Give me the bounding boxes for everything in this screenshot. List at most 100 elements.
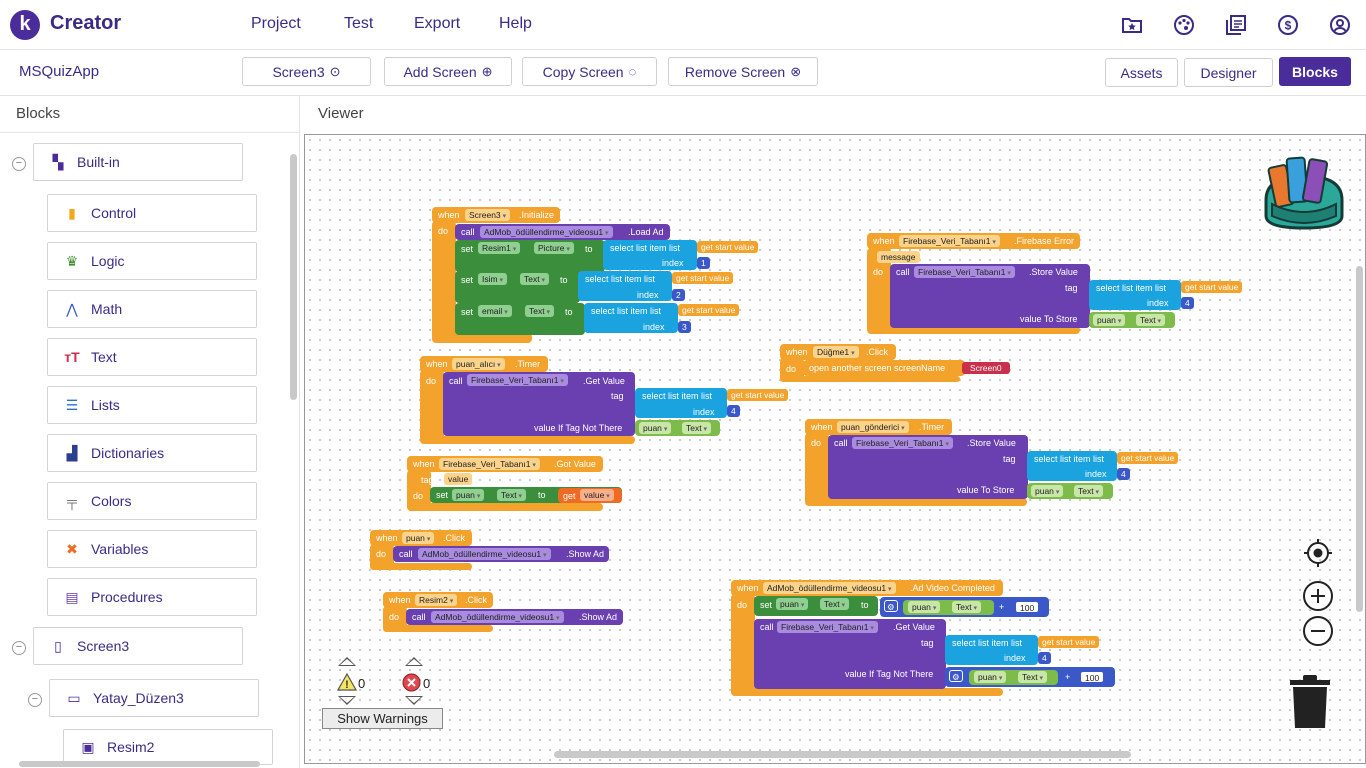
timer-component-dropdown[interactable]: puan_gönderici [837,421,909,433]
puan-component-dropdown[interactable]: puan [402,532,435,544]
text-dropdown[interactable]: Text [682,422,712,434]
trash-icon[interactable] [1288,674,1332,730]
value-variable-dropdown[interactable]: value [580,489,614,501]
workspace-horizontal-scrollbar[interactable] [554,751,1131,758]
get-start-value-block[interactable]: get start value [697,241,759,253]
puan-dropdown[interactable]: puan [1031,485,1064,497]
message-param[interactable]: message [877,251,920,263]
remove-screen-button[interactable]: Remove Screen ⊗ [668,57,818,86]
firebase-component-dropdown[interactable]: Firebase_Veri_Tabanı1 [777,621,878,633]
button-component-dropdown[interactable]: Düğme1 [813,346,859,358]
email-dropdown[interactable]: email [478,305,512,317]
text-dropdown[interactable]: Text [525,305,555,317]
picture-dropdown[interactable]: Picture [534,242,574,254]
tree-math[interactable]: ⋀ Math [47,290,257,328]
select-list-item-block[interactable] [635,388,727,418]
menu-export[interactable]: Export [414,15,461,32]
collapse-builtin-icon[interactable]: − [12,157,26,171]
select-list-item-block[interactable] [1089,280,1181,310]
select-list-item-block[interactable] [603,240,697,270]
recenter-icon[interactable] [1303,538,1333,568]
show-warnings-button[interactable]: Show Warnings [322,708,443,729]
firebase-component-dropdown[interactable]: Firebase_Veri_Tabanı1 [439,458,540,470]
tree-lists[interactable]: ☰ Lists [47,386,257,424]
admob-component-dropdown[interactable]: AdMob_ödüllendirme_videosu1 [431,611,564,623]
text-dropdown[interactable]: Text [1136,314,1166,326]
menu-test[interactable]: Test [344,15,374,32]
tree-variables[interactable]: ✖ Variables [47,530,257,568]
set-text-block[interactable] [754,596,878,616]
tree-screen3[interactable]: ▯ Screen3 [33,627,243,665]
account-icon[interactable] [1328,13,1352,37]
workspace-vertical-scrollbar[interactable] [1356,266,1363,612]
puan-dropdown[interactable]: puan [908,601,941,613]
text-dropdown[interactable]: Text [497,489,527,501]
screen-component-dropdown[interactable]: Screen3 [465,209,511,221]
firebase-component-dropdown[interactable]: Firebase_Veri_Tabanı1 [467,374,568,386]
text-dropdown[interactable]: Text [820,598,850,610]
menu-help[interactable]: Help [499,15,532,32]
error-next-arrow[interactable] [405,696,423,705]
warning-next-arrow[interactable] [338,696,356,705]
admob-component-dropdown[interactable]: AdMob_ödüllendirme_videosu1 [480,226,613,238]
gallery-icon[interactable] [1224,13,1248,37]
admob-component-dropdown[interactable]: AdMob_ödüllendirme_videosu1 [763,582,896,594]
firebase-component-dropdown[interactable]: Firebase_Veri_Tabanı1 [852,437,953,449]
resim1-dropdown[interactable]: Resim1 [478,242,521,254]
firebase-component-dropdown[interactable]: Firebase_Veri_Tabanı1 [914,266,1015,278]
text-dropdown[interactable]: Text [952,601,982,613]
text-dropdown[interactable]: Text [520,273,550,285]
panel-vertical-scrollbar[interactable] [290,154,297,400]
value-param[interactable]: value [444,473,473,485]
tree-resim2[interactable]: ▣ Resim2 [63,729,273,765]
puan-dropdown[interactable]: puan [776,598,809,610]
backpack-icon[interactable] [1258,150,1350,232]
select-list-item-block[interactable] [584,303,678,333]
puan-dropdown[interactable]: puan [452,489,485,501]
timer-component-dropdown[interactable]: puan_alıcı [452,358,505,370]
tree-colors[interactable]: ╤ Colors [47,482,257,520]
assets-button[interactable]: Assets [1105,58,1178,87]
isim-dropdown[interactable]: Isim [478,273,508,285]
error-prev-arrow[interactable] [405,657,423,666]
number-block[interactable]: 4 [727,405,740,417]
get-start-value-block[interactable]: get start value [672,272,734,284]
designer-button[interactable]: Designer [1184,58,1273,87]
get-start-value-block[interactable]: get start value [1181,281,1243,293]
text-dropdown[interactable]: Text [1018,671,1048,683]
folder-star-icon[interactable] [1120,13,1144,37]
gear-icon[interactable]: ⚙ [949,670,963,682]
tree-arrangement[interactable]: ▭ Yatay_Düzen3 [49,679,259,717]
admob-component-dropdown[interactable]: AdMob_ödüllendirme_videosu1 [418,548,551,560]
zoom-in-icon[interactable] [1302,580,1334,612]
get-start-value-block[interactable]: get start value [1117,452,1179,464]
tree-logic[interactable]: ♛ Logic [47,242,257,280]
puan-dropdown[interactable]: puan [639,422,672,434]
tree-builtin[interactable]: ▚ Built-in [33,143,243,181]
dollar-icon[interactable]: $ [1276,13,1300,37]
tree-dictionaries[interactable]: ▟ Dictionaries [47,434,257,472]
number-block[interactable]: 4 [1117,468,1130,480]
panel-horizontal-scrollbar[interactable] [19,761,260,767]
tree-control[interactable]: ▮ Control [47,194,257,232]
number-block[interactable]: 2 [672,289,685,301]
tree-procedures[interactable]: ▤ Procedures [47,578,257,616]
firebase-component-dropdown[interactable]: Firebase_Veri_Tabanı1 [899,235,1000,247]
select-list-item-block[interactable] [1027,451,1117,481]
number-100-block[interactable]: 100 [1015,601,1040,613]
collapse-arrangement-icon[interactable]: − [28,693,42,707]
number-block[interactable]: 1 [697,257,710,269]
open-another-screen-block[interactable] [803,360,965,376]
logo-icon[interactable]: k [10,10,40,40]
number-block[interactable]: 3 [678,321,691,333]
set-text-block-isim[interactable] [455,271,580,303]
select-list-item-block[interactable] [945,635,1038,665]
blocks-button[interactable]: Blocks [1279,57,1351,86]
resim2-component-dropdown[interactable]: Resim2 [415,594,458,606]
copy-screen-button[interactable]: Copy Screen ◌ [522,57,657,86]
palette-icon[interactable] [1172,13,1196,37]
tree-text[interactable]: тT Text [47,338,257,376]
number-block[interactable]: 4 [1038,652,1051,664]
get-start-value-block[interactable]: get start value [1038,636,1100,648]
set-text-block-email[interactable] [455,303,585,335]
